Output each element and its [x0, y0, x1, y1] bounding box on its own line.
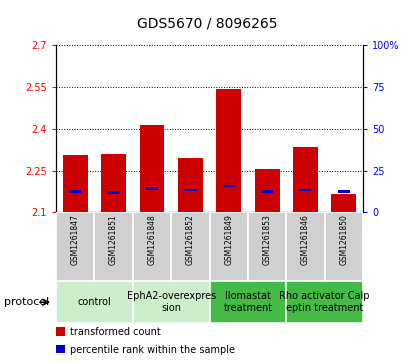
Text: GSM1261846: GSM1261846 [301, 215, 310, 265]
Text: GSM1261853: GSM1261853 [263, 215, 272, 265]
Bar [210, 281, 286, 323]
Text: Rho activator Calp
eptin treatment: Rho activator Calp eptin treatment [279, 291, 370, 313]
Bar [248, 212, 286, 281]
Bar [216, 89, 241, 212]
Text: Ilomastat
treatment: Ilomastat treatment [223, 291, 273, 313]
Bar [178, 158, 203, 212]
Bar [69, 190, 81, 193]
Text: percentile rank within the sample: percentile rank within the sample [70, 344, 235, 355]
Bar [139, 125, 164, 212]
Bar [255, 169, 280, 212]
Bar [210, 212, 248, 281]
Text: GSM1261852: GSM1261852 [186, 215, 195, 265]
Bar [133, 212, 171, 281]
Bar [338, 190, 350, 193]
Bar [95, 212, 133, 281]
Bar [56, 281, 133, 323]
Bar [101, 154, 126, 212]
Text: GSM1261849: GSM1261849 [224, 215, 233, 265]
Bar [63, 155, 88, 212]
Text: GSM1261851: GSM1261851 [109, 215, 118, 265]
Bar [133, 281, 210, 323]
Bar [332, 194, 356, 212]
Bar [107, 192, 120, 194]
Text: GSM1261850: GSM1261850 [339, 215, 349, 265]
Text: control: control [78, 297, 111, 307]
Bar [56, 327, 65, 335]
Bar [56, 345, 65, 354]
Bar [184, 189, 197, 191]
Bar [325, 212, 363, 281]
Text: protocol: protocol [4, 297, 49, 307]
Bar [299, 189, 312, 191]
Bar [171, 212, 210, 281]
Text: EphA2-overexpres
sion: EphA2-overexpres sion [127, 291, 216, 313]
Text: GSM1261847: GSM1261847 [71, 215, 80, 265]
Bar [56, 212, 95, 281]
Bar [261, 190, 273, 193]
Bar [222, 184, 235, 187]
Text: GSM1261848: GSM1261848 [147, 215, 156, 265]
Bar [146, 187, 158, 190]
Text: GDS5670 / 8096265: GDS5670 / 8096265 [137, 16, 278, 30]
Text: transformed count: transformed count [70, 327, 161, 337]
Bar [286, 281, 363, 323]
Bar [286, 212, 325, 281]
Bar [293, 147, 318, 212]
